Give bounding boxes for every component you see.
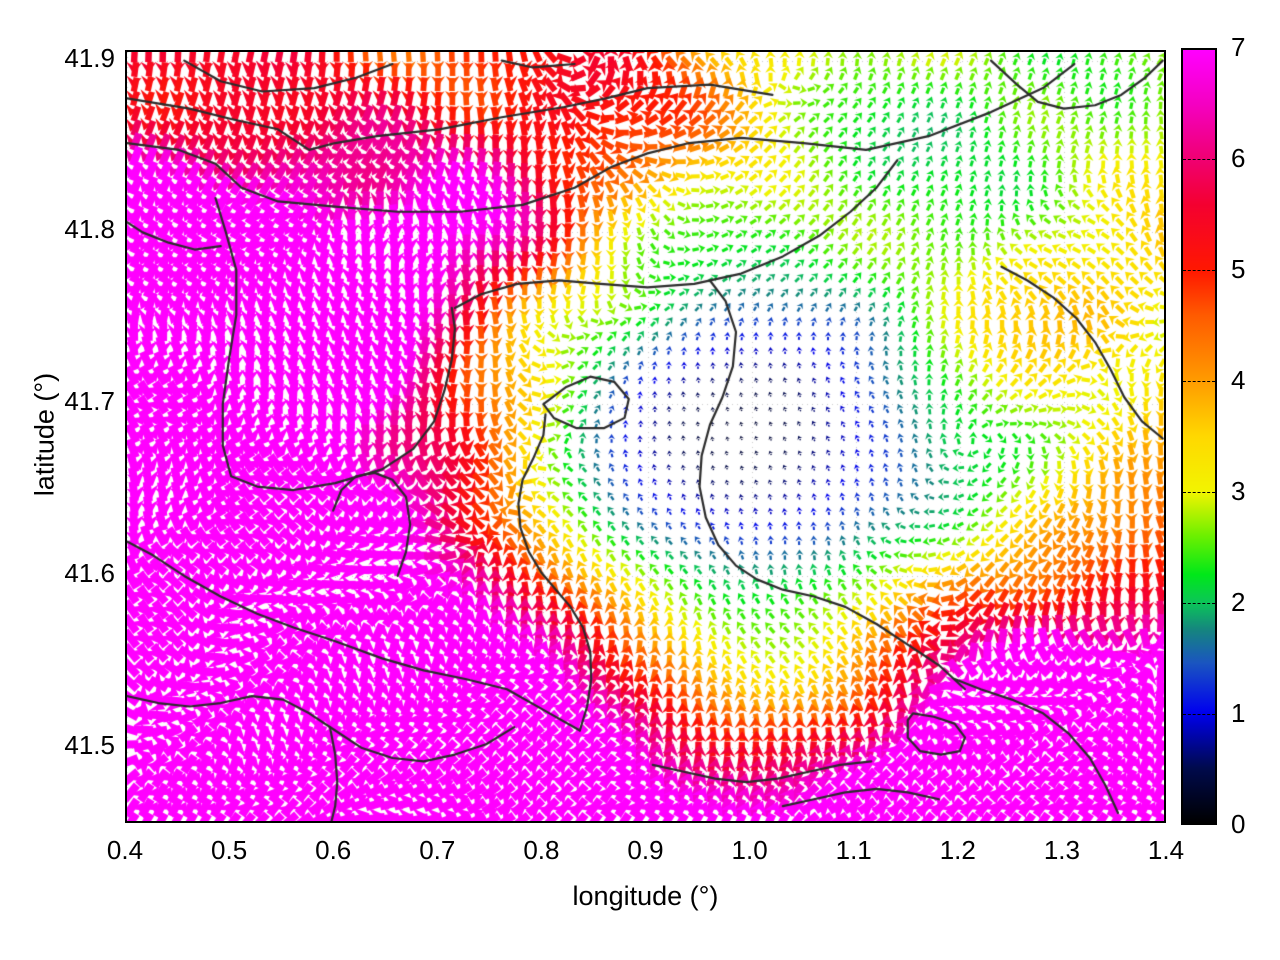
longitude-tick-1-0: 1.0	[731, 835, 768, 865]
x-axis-title: longitude (°)	[572, 881, 719, 911]
colorbar-label-2: 2	[1231, 587, 1246, 617]
wind-vector-plot	[125, 50, 1166, 823]
colorbar-label-3: 3	[1231, 476, 1246, 506]
colorbar-label-1: 1	[1231, 698, 1246, 728]
wind-field-canvas	[127, 52, 1164, 821]
longitude-tick-0-5: 0.5	[211, 835, 248, 865]
colorbar-label-0: 0	[1231, 809, 1246, 839]
colorbar-tick-mark-4	[1183, 381, 1215, 383]
latitude-tick-41-7: 41.7	[64, 386, 115, 417]
colorbar-tick-mark-6	[1183, 159, 1215, 161]
longitude-tick-0-6: 0.6	[315, 835, 352, 865]
latitude-tick-41-6: 41.6	[64, 557, 115, 588]
longitude-tick-1-3: 1.3	[1043, 835, 1080, 865]
latitude-tick-41-8: 41.8	[64, 214, 115, 245]
longitude-tick-0-7: 0.7	[419, 835, 456, 865]
wind-speed-colorbar	[1181, 48, 1217, 825]
longitude-tick-1-1: 1.1	[835, 835, 872, 865]
colorbar-tick-mark-2	[1183, 603, 1215, 605]
longitude-tick-1-4: 1.4	[1147, 835, 1185, 865]
colorbar-label-7: 7	[1231, 32, 1246, 62]
latitude-tick-41-5: 41.5	[64, 729, 115, 760]
longitude-tick-0-8: 0.8	[523, 835, 560, 865]
longitude-tick-1-2: 1.2	[939, 835, 976, 865]
y-axis-title: latitude (°)	[29, 372, 60, 496]
longitude-tick-0-4: 0.4	[106, 835, 144, 865]
colorbar-tick-mark-1	[1183, 714, 1215, 716]
latitude-tick-41-9: 41.9	[64, 42, 115, 73]
longitude-tick-0-9: 0.9	[627, 835, 664, 865]
colorbar-label-6: 6	[1231, 143, 1246, 173]
colorbar-label-5: 5	[1231, 254, 1246, 284]
colorbar-tick-mark-3	[1183, 492, 1215, 494]
colorbar-label-4: 4	[1231, 365, 1246, 395]
colorbar-tick-mark-5	[1183, 270, 1215, 272]
